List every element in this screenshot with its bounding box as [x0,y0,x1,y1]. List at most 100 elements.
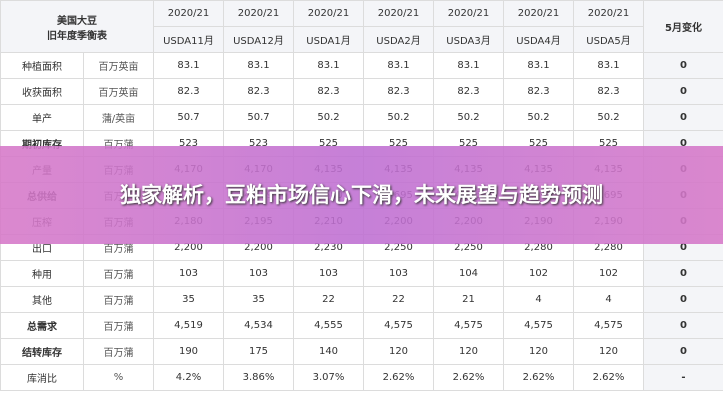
cell-value: 2.62% [433,364,504,391]
cell-value: 82.3 [293,78,364,105]
cell-value: 83.1 [363,52,434,79]
table-row: 其他 百万蒲 35 35 22 22 21 4 4 0 [0,286,723,313]
cell-change: - [643,364,723,391]
header-report: USDA1月 [293,26,364,53]
row-label: 种用 [0,260,84,287]
header-report: USDA4月 [503,26,574,53]
table-header: 美国大豆 旧年度季衡表 2020/21 2020/21 2020/21 2020/21 20… [0,0,723,53]
cell-value: 175 [223,338,294,365]
header-row: 美国大豆 旧年度季衡表 2020/21 2020/21 2020/21 2020/21 20… [0,0,723,53]
header-year: 2020/21 [223,0,294,27]
cell-change: 0 [643,78,723,105]
row-unit: 百万英亩 [83,78,154,105]
row-unit: 百万蒲 [83,260,154,287]
table-row: 种用 百万蒲 103 103 103 103 104 102 102 0 [0,260,723,287]
header-report: USDA5月 [573,26,644,53]
header-year: 2020/21 [293,0,364,27]
header-year: 2020/21 [363,0,434,27]
row-label: 单产 [0,104,84,131]
cell-value: 190 [153,338,224,365]
cell-change: 0 [643,260,723,287]
cell-value: 4,555 [293,312,364,339]
header-title-line: 美国大豆 [57,15,97,27]
cell-value: 82.3 [223,78,294,105]
row-label: 总需求 [0,312,84,339]
cell-value: 120 [363,338,434,365]
cell-value: 83.1 [433,52,504,79]
cell-change: 0 [643,52,723,79]
cell-value: 22 [293,286,364,313]
row-label: 种植面积 [0,52,84,79]
cell-value: 103 [223,260,294,287]
cell-value: 103 [363,260,434,287]
cell-value: 2.62% [363,364,434,391]
header-report: USDA11月 [153,26,224,53]
row-unit: 百万蒲 [83,338,154,365]
cell-change: 0 [643,338,723,365]
cell-value: 22 [363,286,434,313]
header-change: 5月变化 [643,0,723,53]
cell-value: 82.3 [363,78,434,105]
cell-value: 140 [293,338,364,365]
cell-change: 0 [643,286,723,313]
cell-value: 50.2 [293,104,364,131]
cell-value: 50.7 [223,104,294,131]
cell-value: 21 [433,286,504,313]
header-report: USDA3月 [433,26,504,53]
cell-value: 2.62% [573,364,644,391]
cell-value: 50.2 [433,104,504,131]
cell-value: 4,519 [153,312,224,339]
cell-value: 50.2 [363,104,434,131]
cell-value: 4.2% [153,364,224,391]
table-row: 单产 蒲/英亩 50.7 50.7 50.2 50.2 50.2 50.2 50.2 0 [0,104,723,131]
row-label: 收获面积 [0,78,84,105]
cell-value: 82.3 [153,78,224,105]
cell-value: 4,575 [503,312,574,339]
cell-value: 83.1 [573,52,644,79]
row-unit: 百万蒲 [83,312,154,339]
row-unit: 蒲/英亩 [83,104,154,131]
cell-value: 82.3 [433,78,504,105]
cell-value: 102 [503,260,574,287]
cell-value: 3.86% [223,364,294,391]
cell-value: 104 [433,260,504,287]
header-report: USDA2月 [363,26,434,53]
header-title-line: 旧年度季衡表 [47,30,107,42]
cell-value: 35 [223,286,294,313]
table-row: 种植面积 百万英亩 83.1 83.1 83.1 83.1 83.1 83.1 83.1 0 [0,52,723,79]
cell-value: 4,575 [573,312,644,339]
row-label: 库消比 [0,364,84,391]
cell-value: 4,534 [223,312,294,339]
header-year: 2020/21 [573,0,644,27]
cell-value: 50.2 [573,104,644,131]
cell-value: 102 [573,260,644,287]
header-report: USDA12月 [223,26,294,53]
cell-value: 103 [293,260,364,287]
cell-value: 35 [153,286,224,313]
cell-value: 2.62% [503,364,574,391]
table-row: 总需求 百万蒲 4,519 4,534 4,555 4,575 4,575 4,575 4,57… [0,312,723,339]
header-year: 2020/21 [503,0,574,27]
cell-change: 0 [643,104,723,131]
table-row: 结转库存 百万蒲 190 175 140 120 120 120 120 0 [0,338,723,365]
table-row: 收获面积 百万英亩 82.3 82.3 82.3 82.3 82.3 82.3 82.3 0 [0,78,723,105]
cell-value: 82.3 [503,78,574,105]
row-unit: 百万蒲 [83,286,154,313]
header-year: 2020/21 [153,0,224,27]
cell-value: 83.1 [223,52,294,79]
cell-value: 50.7 [153,104,224,131]
cell-value: 83.1 [503,52,574,79]
row-label: 结转库存 [0,338,84,365]
cell-value: 4,575 [433,312,504,339]
row-label: 其他 [0,286,84,313]
cell-value: 82.3 [573,78,644,105]
row-unit: % [83,364,154,391]
cell-value: 50.2 [503,104,574,131]
cell-value: 4 [573,286,644,313]
table-row: 库消比% 4.2% 3.86% 3.07% 2.62% 2.62% 2.62% 2.62% - [0,364,723,391]
banner: 独家解析，豆粕市场信心下滑，未来展望与趋势预测 [0,146,723,244]
cell-value: 83.1 [293,52,364,79]
cell-value: 103 [153,260,224,287]
cell-value: 4,575 [363,312,434,339]
